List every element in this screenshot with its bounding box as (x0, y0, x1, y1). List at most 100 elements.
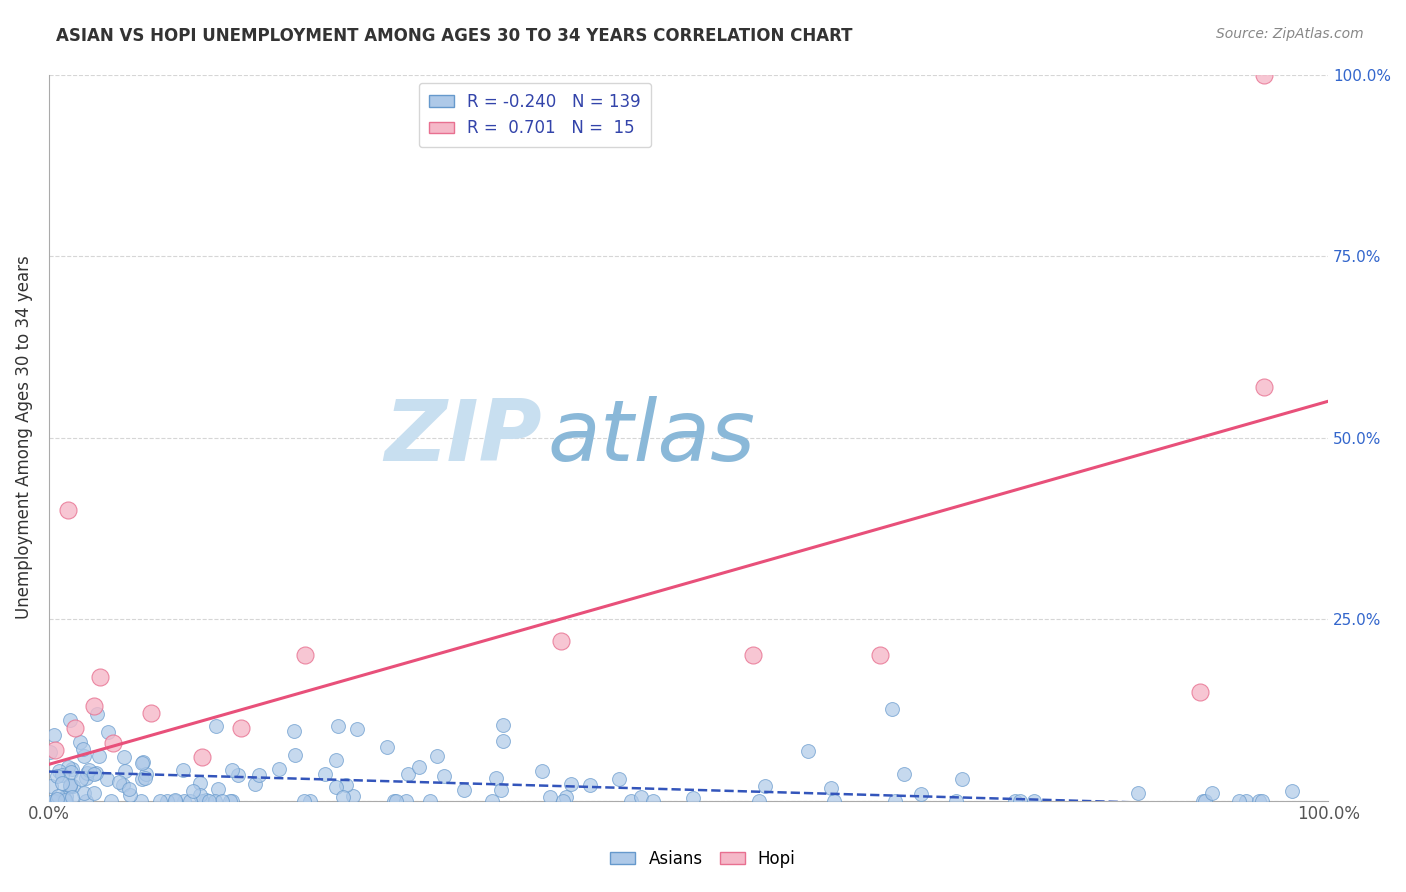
Point (97, 724, 120, 739)
Point (1234, 794, 1257, 808)
Point (51, 767, 73, 781)
Point (84, 765, 107, 780)
Point (173, 794, 195, 808)
Point (741, 648, 763, 663)
Point (221, 794, 243, 808)
Point (56, 503, 79, 517)
Point (42, 729, 65, 743)
Point (395, 794, 418, 808)
Point (45, 769, 67, 783)
Point (754, 779, 776, 793)
Point (332, 790, 354, 805)
Point (86, 706, 108, 721)
Y-axis label: Unemployment Among Ages 30 to 34 years: Unemployment Among Ages 30 to 34 years (15, 256, 32, 619)
Point (62, 779, 84, 793)
Legend: Asians, Hopi: Asians, Hopi (603, 844, 803, 875)
Point (156, 794, 179, 808)
Point (198, 794, 221, 808)
Point (204, 794, 226, 808)
Point (1004, 794, 1026, 808)
Point (620, 794, 643, 808)
Point (820, 780, 842, 795)
Point (73, 749, 96, 764)
Point (83, 786, 105, 800)
Point (375, 740, 398, 755)
Point (135, 767, 157, 781)
Point (1227, 794, 1250, 808)
Point (39, 779, 62, 793)
Point (83, 767, 105, 781)
Point (141, 706, 163, 721)
Point (72, 742, 94, 756)
Point (910, 787, 932, 801)
Point (1194, 794, 1216, 808)
Point (59, 714, 82, 728)
Point (1201, 786, 1223, 800)
Point (314, 767, 336, 781)
Point (70, 772, 93, 786)
Point (325, 780, 347, 795)
Point (283, 724, 305, 739)
Point (247, 768, 270, 782)
Point (205, 719, 228, 733)
Point (190, 794, 212, 808)
Point (63, 721, 86, 735)
Point (179, 794, 201, 808)
Point (1010, 794, 1032, 808)
Point (682, 790, 704, 805)
Point (131, 772, 153, 787)
Point (382, 794, 405, 808)
Point (284, 748, 307, 763)
Point (396, 767, 419, 781)
Point (326, 719, 349, 733)
Point (83, 699, 105, 714)
Point (118, 788, 141, 802)
Point (60, 762, 83, 776)
Point (492, 718, 515, 732)
Point (1249, 794, 1271, 808)
Point (89, 749, 111, 764)
Point (869, 648, 891, 663)
Point (433, 769, 456, 783)
Point (172, 763, 194, 777)
Point (1189, 684, 1212, 698)
Point (1253, 68, 1275, 82)
Point (630, 789, 652, 804)
Point (823, 794, 845, 808)
Point (73, 786, 96, 800)
Point (207, 782, 229, 797)
Point (114, 764, 136, 778)
Point (163, 794, 186, 808)
Point (408, 759, 430, 773)
Point (538, 790, 561, 805)
Text: Source: ZipAtlas.com: Source: ZipAtlas.com (1216, 27, 1364, 41)
Point (489, 783, 512, 797)
Point (55, 789, 77, 804)
Point (51, 776, 73, 790)
Point (181, 783, 204, 797)
Point (101, 735, 124, 749)
Point (69, 735, 91, 749)
Point (384, 794, 406, 808)
Point (108, 775, 131, 789)
Point (269, 762, 291, 776)
Point (1191, 794, 1213, 808)
Point (950, 772, 973, 786)
Point (485, 771, 508, 785)
Point (226, 768, 249, 782)
Point (884, 794, 907, 808)
Point (481, 794, 503, 808)
Point (243, 777, 266, 791)
Point (56, 760, 79, 774)
Point (42, 794, 65, 808)
Point (1128, 786, 1150, 800)
Point (218, 794, 240, 808)
Point (221, 763, 243, 777)
Point (553, 794, 575, 808)
Point (53, 793, 76, 807)
Point (641, 794, 664, 808)
Point (134, 771, 156, 785)
Point (294, 794, 316, 808)
Point (75, 771, 97, 785)
Point (59, 778, 82, 792)
